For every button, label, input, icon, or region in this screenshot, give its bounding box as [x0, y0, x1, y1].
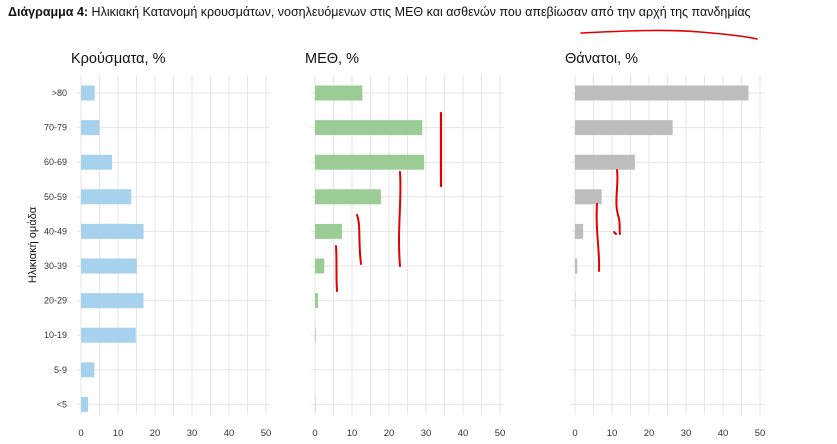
annotation-mark: [356, 214, 362, 265]
y-tick-label: 60-69: [44, 157, 67, 167]
x-tick-label: 50: [495, 428, 506, 439]
annotation-mark: [335, 245, 338, 292]
bar: [315, 189, 381, 205]
caption-underline-mark: [580, 29, 758, 40]
annotation-mark: [595, 203, 601, 272]
x-tick-label: 40: [718, 428, 729, 439]
x-tick-label: 0: [572, 428, 577, 439]
bar: [575, 85, 749, 101]
bar: [81, 223, 144, 239]
x-tick-label: 20: [384, 428, 395, 439]
x-tick-label: 0: [78, 428, 83, 439]
y-tick-label: 20-29: [44, 296, 67, 306]
y-tick-label: 10-19: [44, 330, 67, 340]
bar: [575, 223, 584, 239]
bar: [81, 85, 95, 101]
x-tick-label: 0: [312, 428, 317, 439]
bar: [81, 189, 132, 205]
bar: [575, 189, 602, 205]
y-tick-label: 5-9: [54, 365, 67, 375]
bar: [575, 154, 635, 170]
bar: [315, 293, 318, 309]
bar: [81, 362, 95, 378]
caption-label: Διάγραμμα 4:: [8, 5, 89, 19]
annotation-mark: [615, 169, 621, 235]
panel-title: ΜΕΘ, %: [305, 51, 359, 67]
bar: [81, 258, 137, 274]
x-tick-label: 50: [261, 428, 272, 439]
x-tick-label: 10: [607, 428, 618, 439]
bar: [575, 258, 578, 274]
bar: [575, 120, 673, 136]
y-tick-label: 50-59: [44, 192, 67, 202]
x-tick-label: 20: [150, 428, 161, 439]
x-tick-label: 10: [113, 428, 124, 439]
x-tick-label: 20: [644, 428, 655, 439]
bar: [315, 85, 363, 101]
x-tick-label: 40: [224, 428, 235, 439]
bar: [81, 154, 113, 170]
bar: [315, 223, 343, 239]
handwritten-annotations: [335, 29, 758, 292]
panel-title: Θάνατοι, %: [565, 51, 638, 67]
bar: [315, 258, 325, 274]
bar: [315, 154, 425, 170]
y-tick-label: >80: [52, 88, 67, 98]
bar: [315, 120, 423, 136]
bar: [81, 327, 136, 343]
panel-title: Κρούσματα, %: [71, 51, 166, 67]
bar: [315, 327, 316, 343]
x-tick-label: 10: [347, 428, 358, 439]
y-tick-label: 40-49: [44, 226, 67, 236]
y-axis-label: Ηλικιακή ομάδα: [27, 206, 39, 283]
x-tick-label: 30: [187, 428, 198, 439]
figure-caption: Διάγραμμα 4: Ηλικιακή Κατανομή κρουσμάτω…: [8, 5, 751, 19]
y-tick-label: <5: [57, 399, 67, 409]
bar: [81, 396, 89, 412]
x-tick-label: 40: [458, 428, 469, 439]
y-tick-label: 30-39: [44, 261, 67, 271]
x-tick-label: 30: [681, 428, 692, 439]
x-tick-label: 50: [755, 428, 766, 439]
annotation-mark: [398, 171, 402, 267]
y-tick-label: 70-79: [44, 123, 67, 133]
annotation-mark: [613, 231, 617, 235]
x-tick-label: 30: [421, 428, 432, 439]
bar: [81, 120, 100, 136]
caption-text: Ηλικιακή Κατανομή κρουσμάτων, νοσηλευόμε…: [88, 5, 751, 19]
bar: [81, 293, 144, 309]
